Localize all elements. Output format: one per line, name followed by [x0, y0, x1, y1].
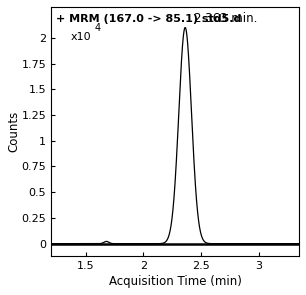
Text: 4: 4 — [94, 23, 100, 33]
X-axis label: Acquisition Time (min): Acquisition Time (min) — [109, 275, 241, 288]
Text: 2.363 min.: 2.363 min. — [194, 12, 258, 25]
Y-axis label: Counts: Counts — [7, 111, 20, 152]
Text: + MRM (167.0 -> 85.1) std5.d: + MRM (167.0 -> 85.1) std5.d — [56, 14, 241, 24]
Text: x10: x10 — [71, 32, 91, 42]
